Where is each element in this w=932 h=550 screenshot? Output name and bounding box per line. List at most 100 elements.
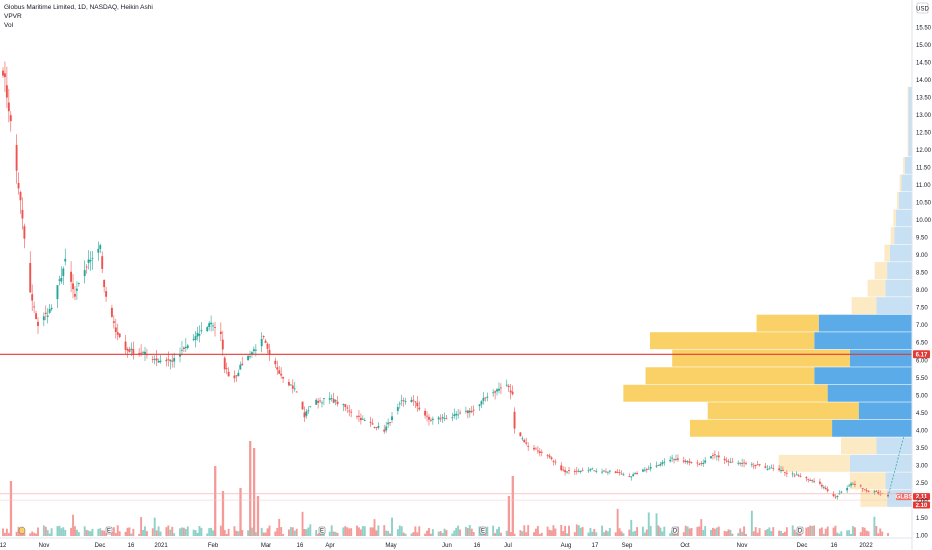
volume-bar [702, 529, 705, 536]
candle-body [167, 359, 170, 361]
ticker-symbol-label: GLBS [896, 494, 913, 500]
time-tick-label: Aug [561, 543, 572, 549]
volume-bar [48, 533, 51, 536]
volume-bar [824, 528, 827, 536]
volume-bar [151, 528, 154, 536]
volume-bar [17, 526, 20, 536]
time-tick-label: Oct [680, 543, 690, 549]
volume-bar [400, 526, 403, 536]
volume-bar [116, 525, 119, 536]
volume-bar [5, 528, 8, 536]
volume-bar [371, 527, 374, 536]
volume-bar [711, 527, 714, 536]
candle-body [2, 70, 4, 76]
candle-body [15, 144, 18, 171]
candle-body [105, 291, 108, 297]
volume-bar [482, 532, 485, 536]
candle-body [587, 470, 590, 472]
volume-bar [562, 531, 565, 536]
vpvr-up-volume [894, 227, 912, 244]
candle-body [252, 349, 255, 352]
candle-body [210, 322, 213, 325]
candle-body [103, 279, 106, 288]
volume-bar [696, 526, 699, 536]
volume-bar [622, 533, 625, 536]
volume-bar [280, 527, 283, 536]
currency-box[interactable] [916, 2, 929, 14]
candle-body [548, 455, 551, 458]
volume-bar [110, 532, 113, 536]
volume-bar [768, 527, 771, 536]
volume-bar [389, 533, 392, 536]
candle-body [412, 399, 415, 401]
candle-body [770, 467, 773, 469]
event-marker[interactable] [479, 526, 487, 535]
volume-bar [70, 527, 73, 536]
candle-body [834, 496, 837, 498]
candle-body [369, 421, 372, 423]
candle-body [511, 391, 514, 395]
volume-bar [437, 531, 440, 536]
candle-body [266, 343, 269, 349]
volume-bar [142, 529, 144, 536]
candle-body [383, 429, 386, 432]
volume-bar [153, 517, 156, 536]
candle-body [513, 411, 516, 429]
event-marker[interactable] [796, 526, 804, 535]
volume-bar [472, 531, 475, 536]
candle-body [482, 398, 485, 401]
price-tick-label: 5.00 [916, 393, 928, 399]
vpvr-up-volume [849, 454, 912, 472]
candle-body [632, 474, 635, 477]
candle-body [361, 418, 364, 420]
candle-body [616, 472, 619, 473]
ticker-price-tag [913, 493, 930, 501]
volume-bar [881, 531, 884, 536]
price-tick-label: 14.00 [916, 78, 932, 84]
candle-body [826, 489, 829, 491]
volume-bar [431, 529, 434, 536]
volume-bar [634, 530, 637, 536]
event-marker[interactable] [671, 526, 679, 535]
candle-body [153, 359, 156, 360]
candle-body [33, 306, 36, 308]
candle-body [182, 347, 185, 349]
candle-body [37, 321, 39, 326]
volume-bar [342, 527, 345, 536]
candle-body [766, 468, 769, 470]
volume-bar [173, 533, 176, 536]
event-marker[interactable] [318, 526, 326, 535]
price-tick-label: 15.00 [916, 43, 932, 49]
event-marker[interactable] [105, 526, 113, 535]
candle-body [641, 469, 644, 472]
candle-body [852, 483, 854, 485]
volume-bar [820, 527, 823, 536]
volume-bar [867, 531, 870, 536]
candle-body [303, 412, 306, 418]
trend-line[interactable] [887, 435, 905, 497]
indicator-vol-label[interactable]: Vol [4, 22, 14, 29]
candle-body [221, 339, 224, 350]
volume-bar [315, 529, 318, 536]
indicator-vpvr-label[interactable]: VPVR [4, 13, 22, 20]
candle-body [754, 464, 757, 466]
price-tick-label: 2.50 [916, 481, 928, 487]
time-axis[interactable]: 12 Nov Dec 16 2021 Feb Mar 16 Apr May Jun 16 Jul Aug 1… [0, 526, 912, 549]
volume-bar [391, 517, 393, 536]
event-marker[interactable] [18, 526, 26, 535]
price-axis[interactable]: USD 1.00 1.50 2.00 2.50 3.00 3.50 4.00 4.50 5.00 5… [911, 0, 932, 550]
candle-body [289, 384, 292, 386]
volume-bar [838, 533, 841, 536]
candle-body [301, 401, 304, 410]
volume-bar [192, 529, 195, 536]
time-tick-label: Dec [95, 543, 106, 549]
volume-bar [636, 527, 639, 536]
volume-bar [737, 533, 740, 536]
volume-bar [75, 529, 78, 536]
candle-body [655, 465, 658, 467]
volume-bar [85, 529, 88, 536]
ticker-second-tag [913, 501, 930, 509]
price-tick-label: 1.50 [916, 516, 928, 522]
volume-bar [179, 528, 181, 536]
